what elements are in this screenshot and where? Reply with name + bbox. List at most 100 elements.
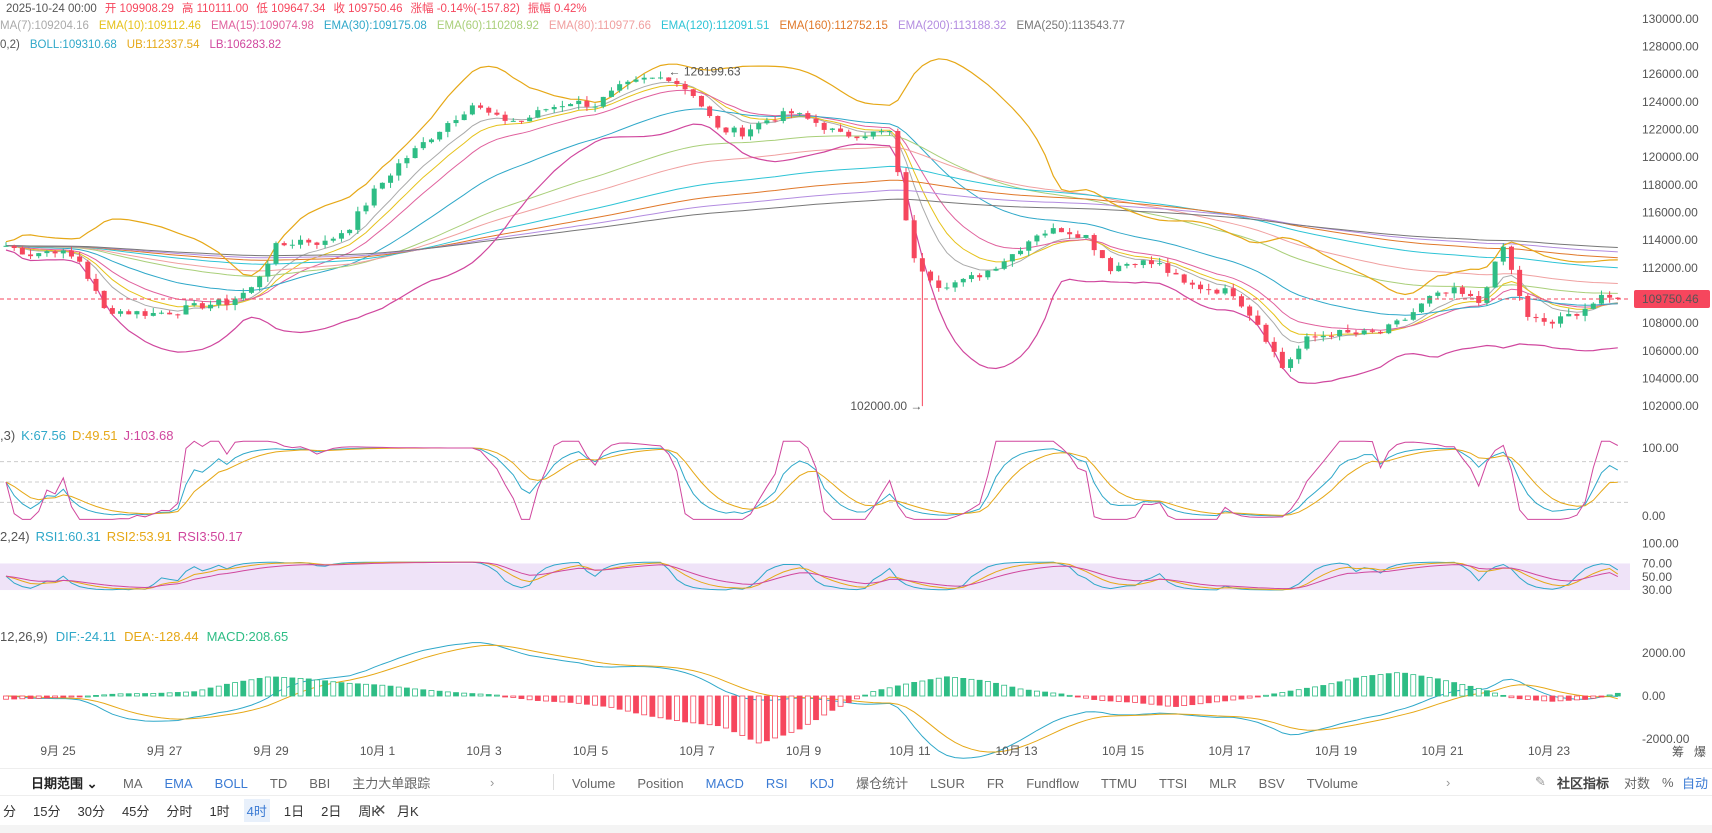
macd-bar	[461, 692, 468, 697]
chevron-right-icon[interactable]: ›	[1446, 774, 1451, 790]
interval-button[interactable]: 2日	[321, 803, 342, 819]
main-indicator-button[interactable]: MA	[123, 775, 143, 791]
percent-scale-button[interactable]: %	[1662, 774, 1674, 790]
close-icon[interactable]: ✕	[374, 802, 387, 819]
candle-body	[1451, 287, 1457, 294]
main-indicator-button[interactable]: 主力大单跟踪	[352, 775, 431, 791]
kdj-k-line	[5, 447, 1619, 517]
macd-bar	[1148, 695, 1155, 705]
candle-body	[1189, 282, 1195, 285]
chevron-right-icon[interactable]: ›	[490, 774, 495, 790]
macd-bar	[1107, 695, 1114, 702]
sub-indicator-button[interactable]: BSV	[1258, 775, 1285, 791]
macd-bar	[903, 683, 909, 697]
sub-indicator-button[interactable]: MACD	[705, 775, 744, 791]
main-indicator-button[interactable]: TD	[269, 775, 288, 791]
grid-lines	[0, 461, 1630, 503]
sub-indicator-button[interactable]: KDJ	[809, 775, 835, 791]
macd-bar	[150, 693, 157, 697]
macd-bar	[256, 677, 263, 697]
interval-button[interactable]: 周K	[358, 803, 381, 819]
macd-bar	[199, 689, 206, 697]
edit-icon[interactable]: ✎	[1535, 774, 1546, 789]
sub-indicator-button[interactable]: LSUR	[930, 775, 965, 791]
candle-body	[1279, 351, 1285, 368]
price-tick-label: 128000.00	[1642, 40, 1699, 54]
sub-indicator-button[interactable]: Position	[637, 775, 684, 791]
interval-button[interactable]: 4时	[243, 798, 270, 822]
auto-scale-button[interactable]: 自动	[1682, 775, 1709, 791]
macd-bar	[1484, 690, 1490, 697]
macd-bar	[1304, 687, 1310, 697]
ma-legend-item: EMA(120):112091.51	[661, 20, 769, 32]
candle-body	[1157, 263, 1163, 265]
community-indicator-button[interactable]: 社区指标	[1557, 775, 1610, 791]
interval-button[interactable]: 1时	[209, 803, 230, 819]
ma-line	[6, 198, 1618, 257]
sub-indicator-button[interactable]: MLR	[1209, 775, 1237, 791]
corner-label: 爆	[1694, 745, 1706, 759]
macd-bar	[1353, 677, 1359, 697]
candle-body	[1198, 284, 1204, 290]
candle-body	[265, 263, 271, 277]
candle-body	[1410, 312, 1416, 320]
sub-indicator-button[interactable]: RSI	[765, 775, 788, 791]
macd-bar	[526, 695, 533, 701]
interval-button[interactable]: 月K	[397, 803, 419, 819]
ma-legend-item: EMA(10):109112.46	[99, 20, 201, 32]
macd-bar	[944, 676, 950, 697]
candle-body	[216, 299, 222, 305]
macd-bar	[101, 694, 108, 697]
sub-indicator-button[interactable]: Volume	[572, 775, 616, 791]
candle-body	[1558, 316, 1564, 324]
interval-button[interactable]: 45分	[121, 803, 150, 819]
macd-bar	[1009, 686, 1016, 697]
kdj-legend-item: D:49.51	[72, 428, 118, 443]
log-scale-button[interactable]: 对数	[1624, 775, 1651, 791]
header-legend: 2025-10-24 00:00 开 109908.29 高 110111.00 低 …	[0, 1, 1125, 51]
macd-bar	[747, 695, 754, 740]
main-indicator-button[interactable]: BOLL	[214, 775, 248, 791]
interval-button[interactable]: 15分	[33, 803, 61, 819]
sub-indicator-button[interactable]: TTMU	[1100, 775, 1138, 791]
interval-button[interactable]: 分时	[166, 803, 193, 819]
candle-body	[510, 120, 516, 122]
interval-button[interactable]: 1日	[283, 803, 305, 819]
macd-bar	[134, 693, 140, 697]
main-indicator-list: MA EMA BOLL TD BBI 主力大单跟踪	[123, 773, 452, 792]
date-range-button[interactable]: 日期范围 ⌄	[31, 773, 98, 792]
bottom-bar	[0, 825, 1712, 833]
interval-button[interactable]: 30分	[77, 803, 105, 819]
candle-body	[19, 247, 25, 255]
macd-tick-label: 2000.00	[1642, 646, 1686, 660]
main-indicator-button[interactable]: EMA	[164, 775, 193, 791]
macd-bar	[878, 689, 885, 697]
macd-bar	[494, 694, 500, 697]
macd-bar	[35, 695, 42, 699]
main-indicator-button[interactable]: BBI	[309, 775, 331, 791]
macd-bar	[1099, 695, 1106, 701]
sub-indicator-button[interactable]: FR	[986, 775, 1005, 791]
macd-bar	[485, 694, 492, 697]
sub-indicator-button[interactable]: Fundflow	[1026, 775, 1079, 791]
macd-bar	[93, 695, 99, 697]
candle-body	[928, 271, 934, 281]
sub-indicator-button[interactable]: 爆仓统计	[856, 775, 909, 791]
macd-bar	[117, 693, 124, 697]
candle-body	[502, 114, 508, 121]
macd-bar	[1590, 695, 1597, 699]
interval-button[interactable]: 分	[3, 803, 17, 819]
candles	[3, 71, 1621, 407]
sub-indicator-button[interactable]: TTSI	[1159, 775, 1188, 791]
macd-bar	[1222, 695, 1228, 702]
price-tick-label: 124000.00	[1642, 95, 1699, 109]
macd-bar	[420, 689, 427, 697]
sub-indicator-button[interactable]: TVolume	[1306, 775, 1358, 791]
candle-body	[715, 116, 721, 128]
date-tick-label: 9月 25	[40, 744, 76, 758]
candle-body	[150, 313, 156, 316]
candle-body	[1353, 332, 1359, 335]
candle-body	[878, 131, 884, 133]
macd-bar	[1459, 684, 1466, 697]
